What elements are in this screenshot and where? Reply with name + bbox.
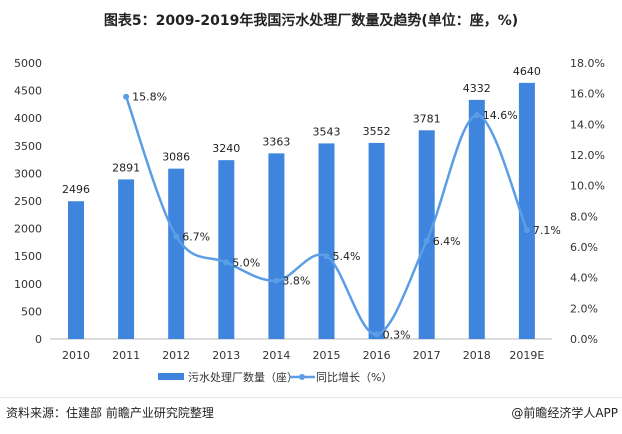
right-tick-label: 8.0% (570, 210, 598, 223)
right-tick-label: 14.0% (570, 118, 605, 131)
growth-point (173, 233, 180, 240)
x-tick-label: 2010 (62, 349, 90, 362)
bar (468, 99, 485, 339)
growth-point (473, 112, 480, 119)
growth-value-label: 5.0% (232, 256, 260, 269)
x-tick-label: 2018 (463, 349, 491, 362)
growth-value-label: 15.8% (132, 91, 167, 104)
growth-point (323, 253, 330, 260)
right-tick-label: 4.0% (570, 272, 598, 285)
bar (218, 160, 235, 339)
bar-value-label: 3543 (313, 125, 341, 138)
growth-point (273, 277, 280, 284)
x-tick-label: 2013 (212, 349, 240, 362)
x-tick-label: 2019E (509, 349, 544, 362)
x-tick-label: 2016 (363, 349, 391, 362)
growth-point (423, 237, 430, 244)
left-tick-label: 5000 (14, 57, 42, 70)
right-tick-label: 16.0% (570, 88, 605, 101)
growth-value-label: 6.4% (433, 235, 461, 248)
bar (318, 143, 335, 339)
growth-value-label: 14.6% (483, 109, 518, 122)
right-tick-label: 10.0% (570, 180, 605, 193)
brand-label: @前瞻经济学人APP (511, 406, 618, 420)
right-tick-label: 12.0% (570, 149, 605, 162)
left-tick-label: 3500 (14, 140, 42, 153)
bar (368, 142, 385, 339)
bar (118, 179, 135, 339)
bar (418, 130, 435, 339)
right-tick-label: 6.0% (570, 241, 598, 254)
legend-bar-swatch (158, 373, 184, 380)
legend-line-marker (299, 374, 305, 380)
growth-point (523, 227, 530, 234)
right-tick-label: 2.0% (570, 302, 598, 315)
x-tick-label: 2017 (413, 349, 441, 362)
bar-value-label: 3781 (413, 112, 441, 125)
left-tick-label: 3000 (14, 167, 42, 180)
bar-value-label: 4332 (463, 82, 491, 95)
left-tick-label: 1500 (14, 250, 42, 263)
legend-line-label: 同比增长（%） (316, 370, 392, 384)
bar (68, 201, 84, 339)
growth-point (373, 331, 380, 338)
growth-value-label: 6.7% (182, 230, 210, 243)
x-tick-label: 2011 (112, 349, 140, 362)
right-tick-label: 18.0% (570, 57, 605, 70)
growth-line (124, 96, 529, 336)
legend-bar-label: 污水处理厂数量（座） (188, 370, 298, 384)
right-tick-label: 0.0% (570, 333, 598, 346)
bar-value-label: 3086 (162, 151, 190, 164)
x-tick-label: 2014 (262, 349, 290, 362)
left-tick-label: 2500 (14, 195, 42, 208)
bar (518, 82, 535, 339)
growth-point (123, 93, 130, 100)
bar-value-label: 2891 (112, 161, 140, 174)
left-tick-label: 1000 (14, 278, 42, 291)
bar-value-label: 3552 (363, 125, 391, 138)
left-tick-label: 4500 (14, 85, 42, 98)
left-tick-label: 2000 (14, 223, 42, 236)
chart-title: 图表5：2009-2019年我国污水处理厂数量及趋势(单位：座，%) (103, 13, 519, 29)
growth-value-label: 7.1% (533, 224, 561, 237)
left-tick-label: 500 (21, 305, 42, 318)
growth-point (223, 259, 230, 266)
bar (168, 168, 185, 339)
x-tick-label: 2015 (313, 349, 341, 362)
bar (268, 153, 285, 339)
growth-value-label: 0.3% (383, 328, 411, 341)
bar-value-label: 4640 (513, 65, 541, 78)
divider (0, 397, 622, 398)
bar-value-label: 3363 (262, 135, 290, 148)
growth-value-label: 3.8% (282, 275, 310, 288)
growth-value-label: 5.4% (333, 250, 361, 263)
x-tick-label: 2012 (162, 349, 190, 362)
left-tick-label: 4000 (14, 112, 42, 125)
bar-value-label: 3240 (212, 142, 240, 155)
source-note: 资料来源：住建部 前瞻产业研究院整理 (6, 406, 214, 420)
left-tick-label: 0 (35, 333, 42, 346)
bar-value-label: 2496 (62, 183, 90, 196)
